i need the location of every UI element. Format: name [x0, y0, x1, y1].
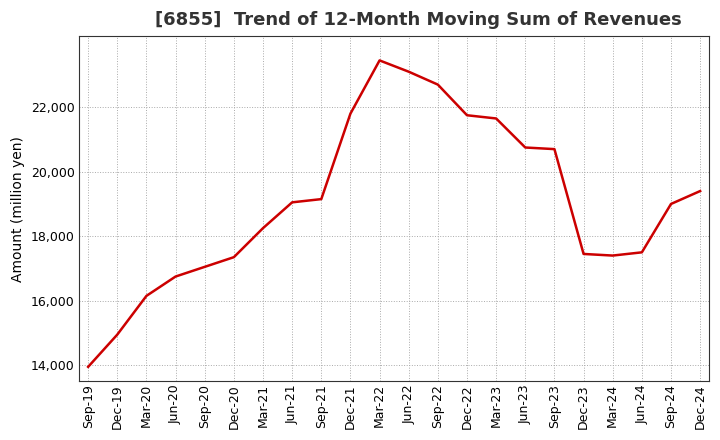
- Text: [6855]  Trend of 12-Month Moving Sum of Revenues: [6855] Trend of 12-Month Moving Sum of R…: [155, 11, 682, 29]
- Y-axis label: Amount (million yen): Amount (million yen): [11, 136, 25, 282]
